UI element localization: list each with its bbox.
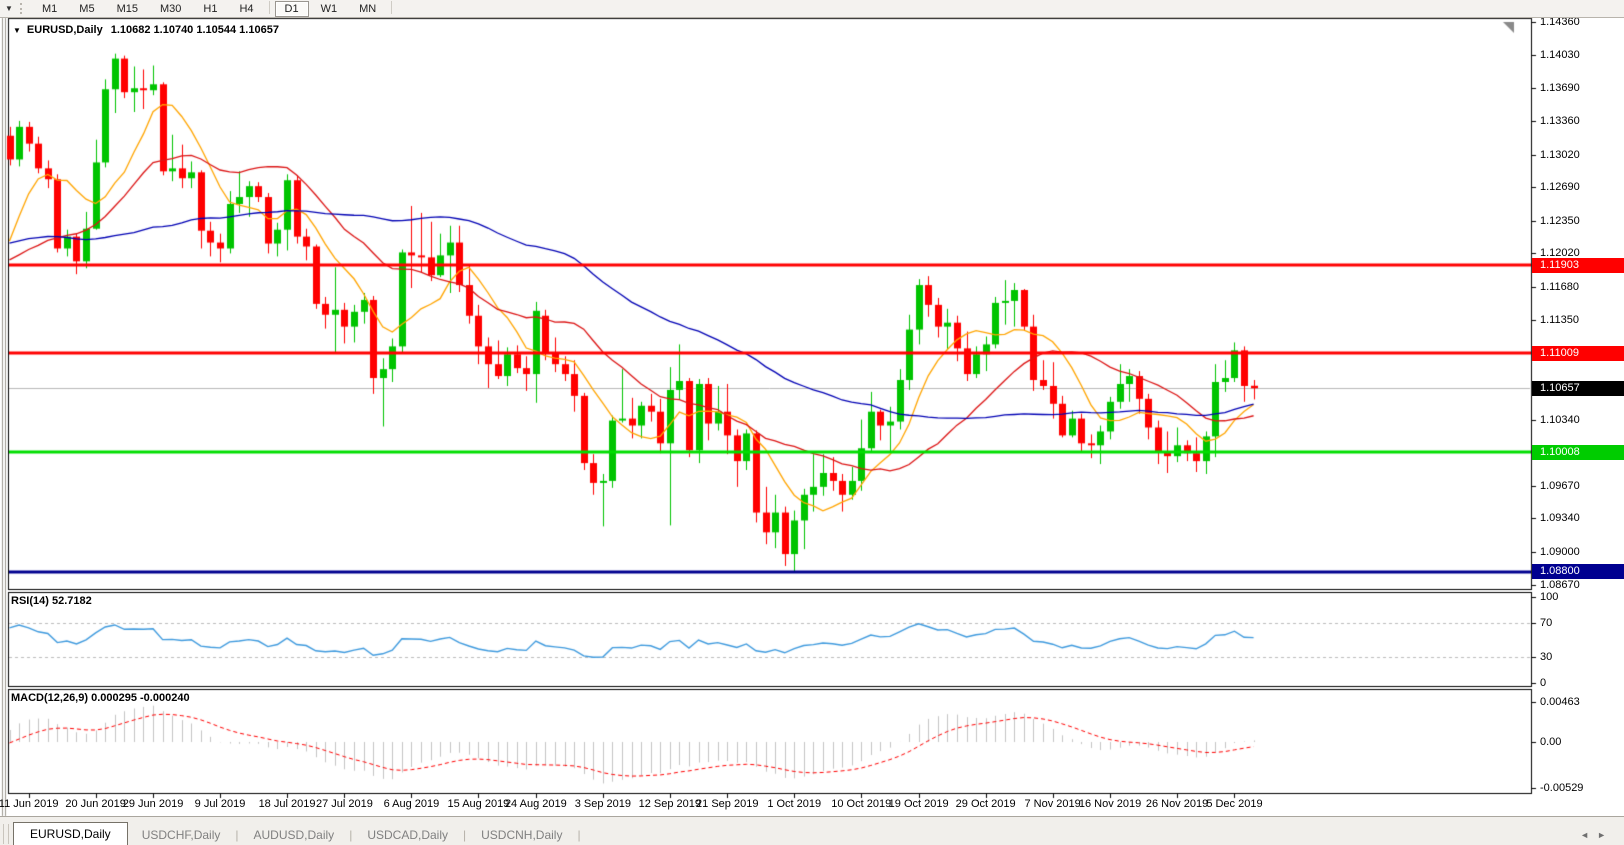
macd-indicator-label: MACD(12,26,9) 0.000295 -0.000240 xyxy=(11,692,190,704)
chart-tab-strip: EURUSD,Daily USDCHF,Daily | AUDUSD,Daily | US… xyxy=(0,816,1624,845)
chart-tab-usdcnh[interactable]: USDCNH,Daily xyxy=(481,828,563,842)
price-axis-tick: 1.13690 xyxy=(1540,82,1580,95)
date-axis-label: 6 Aug 2019 xyxy=(383,798,440,810)
date-axis-label: 1 Oct 2019 xyxy=(767,798,822,810)
level-price-tag[interactable]: 1.11903 xyxy=(1532,257,1624,273)
price-axis-tick: 1.12690 xyxy=(1540,181,1580,194)
chart-tab-audusd[interactable]: AUDUSD,Daily xyxy=(253,828,335,842)
date-axis-label: 29 Jun 2019 xyxy=(122,798,184,810)
chart-ohlc-values: 1.10682 1.10740 1.10544 1.10657 xyxy=(110,24,279,36)
price-axis-tick: 1.14360 xyxy=(1540,16,1580,28)
timeframe-button-w1[interactable]: W1 xyxy=(320,2,338,15)
date-axis-label: 16 Nov 2019 xyxy=(1078,798,1142,810)
timeframe-button-mn[interactable]: MN xyxy=(359,2,377,15)
date-axis-label: 29 Oct 2019 xyxy=(955,798,1016,810)
date-axis-label: 12 Sep 2019 xyxy=(638,798,702,810)
date-axis-label: 18 Jul 2019 xyxy=(258,798,316,810)
rsi-axis-tick: 100 xyxy=(1540,591,1559,603)
timeframe-button-h1[interactable]: H1 xyxy=(203,2,218,15)
timeframe-button-d1[interactable]: D1 xyxy=(274,0,309,17)
price-axis-tick: 1.14030 xyxy=(1540,48,1580,61)
price-axis-tick: 1.11680 xyxy=(1540,281,1579,294)
date-axis-label: 24 Aug 2019 xyxy=(504,798,567,810)
tab-scroll-left-icon[interactable]: ◄ xyxy=(1580,830,1598,840)
toolbar-dropdown-icon[interactable]: ▼ xyxy=(5,4,13,13)
price-axis-tick: 1.13360 xyxy=(1540,114,1580,127)
tab-strip-grip[interactable] xyxy=(3,824,9,844)
current-price-tag: 1.10657 xyxy=(1532,380,1624,396)
price-axis-tick: 1.11350 xyxy=(1540,313,1579,326)
rsi-axis-tick: 0 xyxy=(1540,677,1547,689)
toolbar-separator xyxy=(268,0,270,14)
level-price-tag[interactable]: 1.10008 xyxy=(1532,444,1624,460)
toolbar-grip[interactable] xyxy=(20,3,25,14)
level-price-tag[interactable]: 1.08800 xyxy=(1532,564,1624,580)
chart-title: ▼ EURUSD,Daily 1.10682 1.10740 1.10544 1.1… xyxy=(13,24,279,36)
date-axis-label: 27 Jul 2019 xyxy=(315,798,373,810)
date-axis-label: 15 Aug 2019 xyxy=(447,798,510,810)
tab-separator: | xyxy=(577,828,581,842)
date-axis-label: 3 Sep 2019 xyxy=(574,798,631,810)
macd-axis-tick: -0.00529 xyxy=(1540,782,1584,795)
timeframe-button-m15[interactable]: M15 xyxy=(116,2,138,15)
timeframe-button-h4[interactable]: H4 xyxy=(239,2,254,15)
date-axis-label: 26 Nov 2019 xyxy=(1145,798,1209,810)
tab-separator: | xyxy=(235,828,239,842)
timeframe-button-m30[interactable]: M30 xyxy=(159,2,182,15)
date-axis-label: 7 Nov 2019 xyxy=(1024,798,1081,810)
chart-tab-eurusd[interactable]: EURUSD,Daily xyxy=(13,822,128,845)
rsi-indicator-label: RSI(14) 52.7182 xyxy=(11,595,92,607)
date-axis-label: 19 Oct 2019 xyxy=(888,798,949,810)
price-axis-tick: 1.13020 xyxy=(1540,148,1580,161)
level-price-tag[interactable]: 1.11009 xyxy=(1532,345,1624,361)
tab-separator: | xyxy=(349,828,353,842)
timeframe-button-m5[interactable]: M5 xyxy=(79,2,95,15)
price-axis-tick: 1.09340 xyxy=(1540,512,1580,525)
chart-symbol-label: EURUSD,Daily xyxy=(26,24,103,36)
price-axis-tick: 1.10340 xyxy=(1540,413,1580,426)
price-axis-tick: 1.09670 xyxy=(1540,479,1580,492)
rsi-axis-tick: 30 xyxy=(1540,651,1553,664)
chart-tabs: EURUSD,Daily USDCHF,Daily | AUDUSD,Daily | US… xyxy=(13,822,582,845)
chart-title-dropdown-icon[interactable]: ▼ xyxy=(13,26,21,35)
timeframe-button-m1[interactable]: M1 xyxy=(42,2,58,15)
toolbar-separator xyxy=(391,0,393,14)
tab-separator: | xyxy=(463,828,467,842)
price-axis-tick: 1.12020 xyxy=(1540,247,1580,260)
date-axis-label: 21 Sep 2019 xyxy=(696,798,759,810)
date-axis-label: 10 Oct 2019 xyxy=(831,798,892,810)
macd-axis-tick: 0.00463 xyxy=(1540,695,1580,708)
price-axis-tick: 1.09000 xyxy=(1540,546,1580,559)
tab-scroll-right-icon[interactable]: ► xyxy=(1597,830,1614,840)
timeframe-buttons: M1 M5 M15 M30 H1 H4 D1 W1 MN xyxy=(31,0,396,17)
macd-axis-tick: 0.00 xyxy=(1540,736,1562,748)
chart-tab-usdcad[interactable]: USDCAD,Daily xyxy=(367,828,448,842)
rsi-axis-tick: 70 xyxy=(1540,616,1553,629)
date-axis-label: 20 Jun 2019 xyxy=(65,798,126,810)
price-axis-tick: 1.08670 xyxy=(1540,578,1580,591)
timeframe-toolbar: ▼ M1 M5 M15 M30 H1 H4 D1 W1 MN xyxy=(0,0,1624,18)
chart-tab-usdchf[interactable]: USDCHF,Daily xyxy=(141,828,221,842)
price-axis-tick: 1.12350 xyxy=(1540,214,1580,227)
tab-scroll-arrows: ◄► xyxy=(1580,830,1614,840)
date-axis-label: 11 Jun 2019 xyxy=(0,798,59,810)
date-axis-label: 5 Dec 2019 xyxy=(1206,798,1263,810)
date-axis-label: 9 Jul 2019 xyxy=(194,798,246,810)
